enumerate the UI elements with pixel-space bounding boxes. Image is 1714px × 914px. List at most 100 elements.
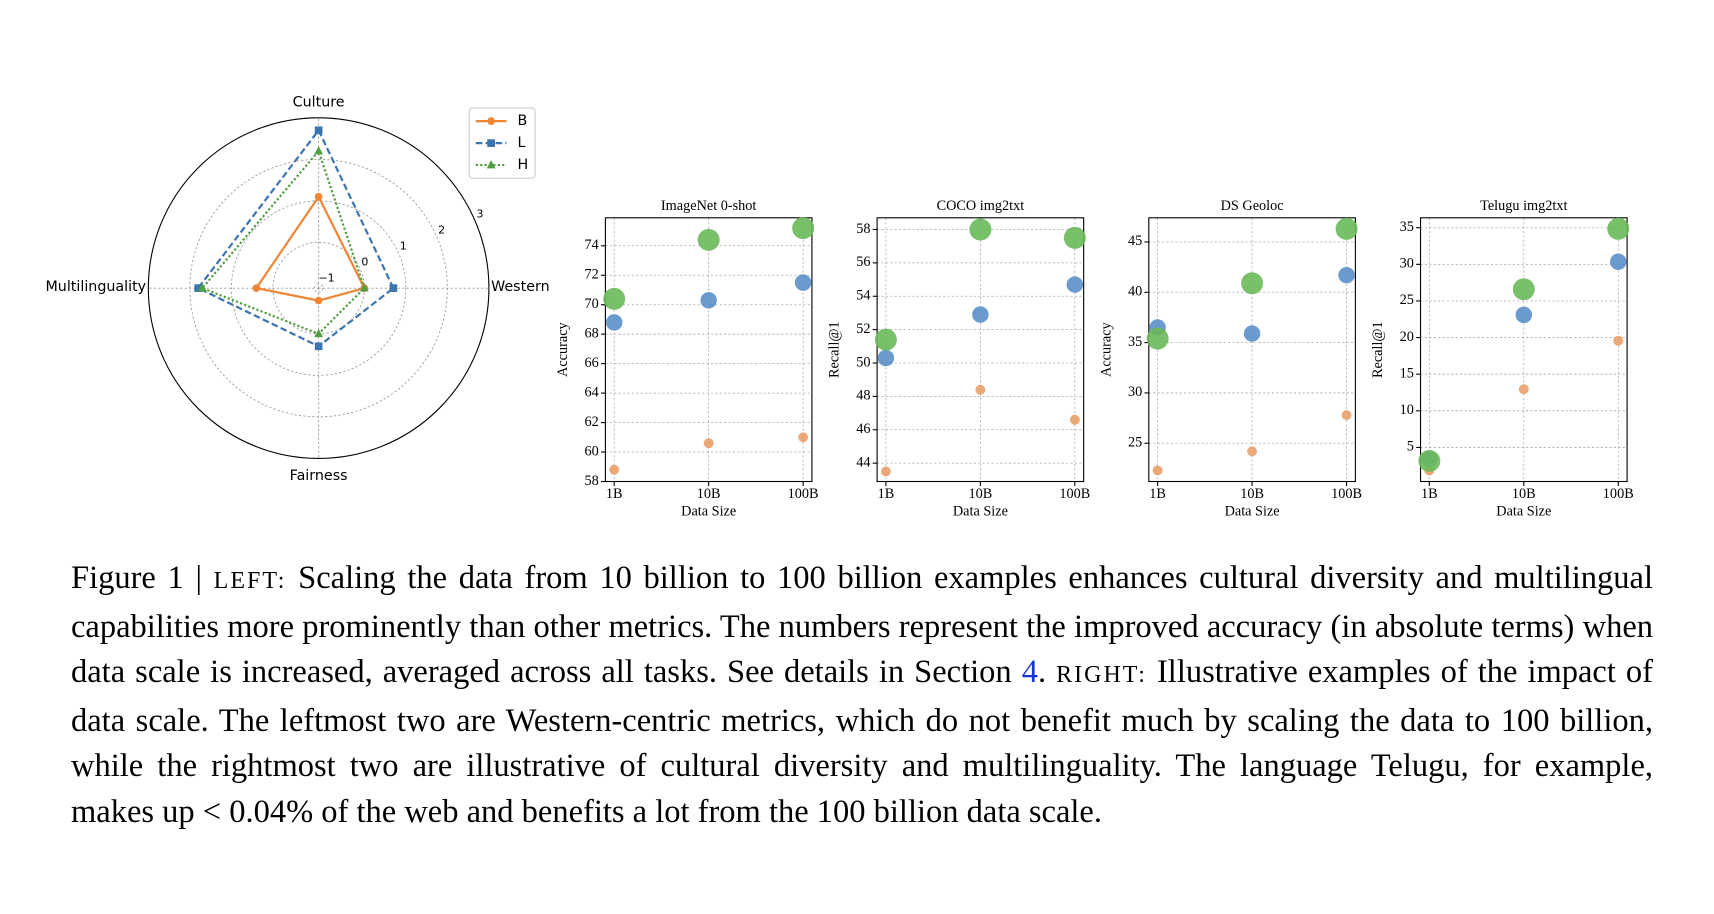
radial-tick-label: 0 bbox=[361, 255, 368, 268]
y-tick-label: 46 bbox=[856, 421, 870, 437]
y-tick-label: 35 bbox=[1128, 334, 1142, 350]
radial-tick-label: 2 bbox=[438, 224, 445, 237]
y-tick-label: 62 bbox=[585, 414, 599, 430]
marker bbox=[314, 328, 324, 338]
point bbox=[603, 287, 626, 310]
y-tick-label: 58 bbox=[585, 473, 599, 489]
grid-ring bbox=[230, 200, 407, 376]
period: . bbox=[1037, 654, 1047, 690]
right-text: Illustrative examples of the impact of d… bbox=[71, 654, 1654, 830]
y-tick-label: 52 bbox=[856, 321, 870, 337]
y-tick-label: 25 bbox=[1128, 435, 1142, 451]
x-tick-label: 10B bbox=[968, 486, 992, 502]
y-tick-label: 15 bbox=[1400, 365, 1414, 381]
plot-frame bbox=[1148, 217, 1356, 483]
x-tick-label: 100B bbox=[1331, 486, 1362, 502]
point bbox=[972, 306, 989, 323]
point bbox=[975, 384, 986, 395]
y-tick-label: 58 bbox=[856, 221, 870, 237]
x-tick-label: 10B bbox=[1512, 486, 1536, 502]
y-tick-label: 66 bbox=[585, 355, 599, 371]
legend-marker bbox=[486, 160, 496, 169]
x-tick-label: 1B bbox=[878, 486, 895, 502]
left-text: Scaling the data from 10 billion to 100 … bbox=[71, 560, 1654, 690]
x-axis-label: Data Size bbox=[681, 504, 736, 520]
section-ref[interactable]: 4 bbox=[1021, 654, 1038, 690]
axis-category-label: Multilinguality bbox=[45, 279, 146, 295]
x-tick-label: 10B bbox=[697, 486, 721, 502]
series-line bbox=[200, 148, 366, 336]
point bbox=[1613, 335, 1624, 346]
y-tick-label: 45 bbox=[1128, 233, 1142, 249]
marker bbox=[314, 146, 324, 155]
x-tick-label: 100B bbox=[1059, 486, 1090, 502]
marker bbox=[314, 126, 323, 135]
point bbox=[1069, 414, 1080, 425]
marker bbox=[314, 192, 323, 201]
y-tick-label: 30 bbox=[1128, 384, 1142, 400]
plot-frame bbox=[604, 217, 813, 483]
chart-title: DS Geoloc bbox=[1221, 198, 1284, 214]
point bbox=[1607, 217, 1630, 240]
y-tick-label: 50 bbox=[856, 354, 870, 370]
series-line bbox=[196, 128, 395, 348]
x-tick-label: 100B bbox=[1603, 486, 1634, 502]
chart-title: COCO img2txt bbox=[937, 198, 1025, 214]
marker bbox=[197, 283, 207, 292]
y-tick-label: 60 bbox=[585, 443, 599, 459]
point bbox=[1341, 410, 1352, 421]
chart-title: Telugu img2txt bbox=[1480, 198, 1567, 214]
y-tick-label: 70 bbox=[585, 296, 599, 312]
plot-frame bbox=[1419, 217, 1628, 483]
y-tick-label: 30 bbox=[1400, 256, 1414, 272]
axis-category-label: Western bbox=[491, 279, 550, 295]
grid-ring bbox=[314, 283, 324, 293]
y-tick-label: 72 bbox=[585, 267, 599, 283]
point bbox=[969, 218, 992, 241]
x-axis-label: Data Size bbox=[1496, 504, 1551, 520]
point bbox=[609, 464, 620, 475]
marker bbox=[389, 284, 398, 292]
marker bbox=[314, 296, 323, 305]
point bbox=[794, 274, 812, 291]
point bbox=[700, 292, 717, 309]
figure-label: Figure 1 | bbox=[71, 560, 202, 596]
y-tick-label: 44 bbox=[856, 454, 870, 470]
point bbox=[1338, 266, 1355, 284]
x-tick-label: 1B bbox=[606, 486, 623, 502]
point bbox=[1066, 276, 1084, 293]
marker bbox=[252, 284, 261, 292]
chart-title: ImageNet 0-shot bbox=[661, 198, 757, 214]
point bbox=[1515, 306, 1533, 324]
point bbox=[877, 349, 895, 367]
y-tick-label: 68 bbox=[585, 325, 599, 341]
point bbox=[703, 438, 714, 449]
point bbox=[1241, 272, 1264, 295]
y-tick-label: 20 bbox=[1400, 329, 1414, 345]
point bbox=[792, 217, 815, 240]
y-axis-label: Accuracy bbox=[1098, 321, 1114, 377]
x-axis-label: Data Size bbox=[953, 504, 1008, 520]
y-tick-label: 5 bbox=[1407, 439, 1414, 455]
legend-label: L bbox=[517, 135, 525, 151]
radial-tick-label: −1 bbox=[318, 271, 334, 284]
point bbox=[1418, 450, 1441, 472]
y-axis-label: Accuracy bbox=[555, 321, 571, 377]
point bbox=[880, 466, 891, 477]
polar-frame bbox=[147, 117, 490, 459]
point bbox=[1146, 327, 1169, 350]
point bbox=[1610, 253, 1627, 270]
y-tick-label: 10 bbox=[1400, 402, 1414, 418]
figure: −1 0 1 2 3 Western Culture Multilinguality Fairn… bbox=[45, 94, 1634, 520]
right-label: RIGHT: bbox=[1056, 662, 1147, 688]
x-axis-label: Data Size bbox=[1225, 504, 1280, 520]
point bbox=[1335, 217, 1358, 240]
marker bbox=[359, 283, 369, 292]
x-tick-label: 100B bbox=[788, 486, 819, 502]
point bbox=[1247, 446, 1258, 457]
y-tick-label: 48 bbox=[856, 388, 870, 404]
x-tick-label: 10B bbox=[1240, 486, 1264, 502]
radial-tick-label: 3 bbox=[477, 208, 484, 221]
point bbox=[1243, 325, 1261, 342]
